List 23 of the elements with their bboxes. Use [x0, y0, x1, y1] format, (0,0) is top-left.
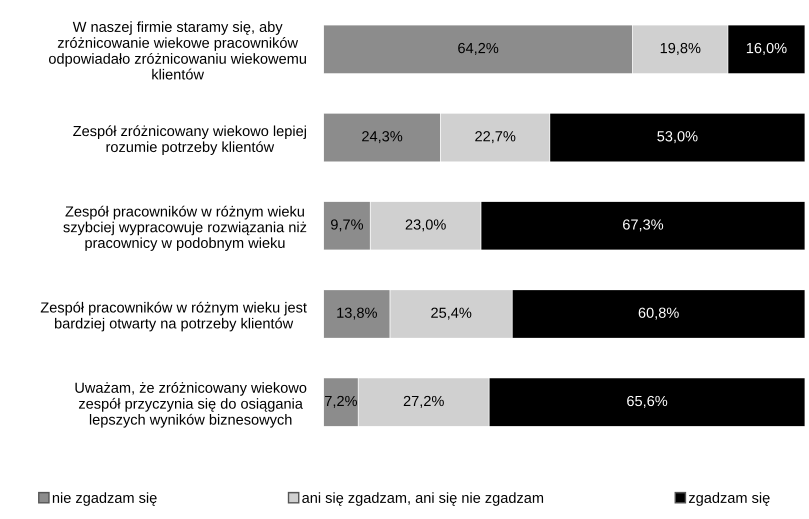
data-label: 16,0%	[746, 42, 787, 55]
data-label: 67,3%	[623, 219, 664, 232]
y-tick-label: Zespół pracowników w różnym wieku szybciej wypracowuje rozwiązania niż pracownicy w podobnym wieku	[63, 206, 306, 251]
data-label: 19,8%	[660, 42, 700, 55]
data-label: 7,2%	[325, 396, 358, 408]
data-label: 64,2%	[458, 42, 498, 55]
y-tick-label: W naszej firmie staramy się, aby zróżnicowanie wiekowe pracowników odpowiadało zróżnicowaniu wiekowemu klientów	[48, 21, 306, 80]
legend-label: ani się zgadzam, ani się nie zgadzam	[302, 492, 544, 506]
data-label: 23,0%	[406, 219, 446, 232]
data-label: 24,3%	[362, 131, 402, 144]
data-label: 53,0%	[657, 131, 698, 144]
legend-label: nie zgadzam się	[52, 492, 157, 506]
y-tick-label: Zespół zróżnicowany wiekowo lepiej rozumie potrzeby klientów	[73, 125, 306, 155]
data-label: 13,8%	[337, 308, 377, 320]
data-label: 22,7%	[475, 131, 516, 144]
data-label: 25,4%	[431, 308, 472, 320]
data-label: 9,7%	[331, 219, 364, 232]
y-tick-label: Uważam, że zróżnicowany wiekowo zespół przyczynia się do osiągania lepszych wyników biznesowych	[75, 382, 306, 428]
data-label: 27,2%	[404, 396, 444, 408]
data-label: 60,8%	[638, 308, 679, 320]
y-tick-label: Zespół pracowników w różnym wieku jest bardziej otwarty na potrzeby klientów	[40, 302, 307, 332]
legend-label: zgadzam się	[688, 492, 770, 506]
data-label: 65,6%	[627, 396, 668, 408]
